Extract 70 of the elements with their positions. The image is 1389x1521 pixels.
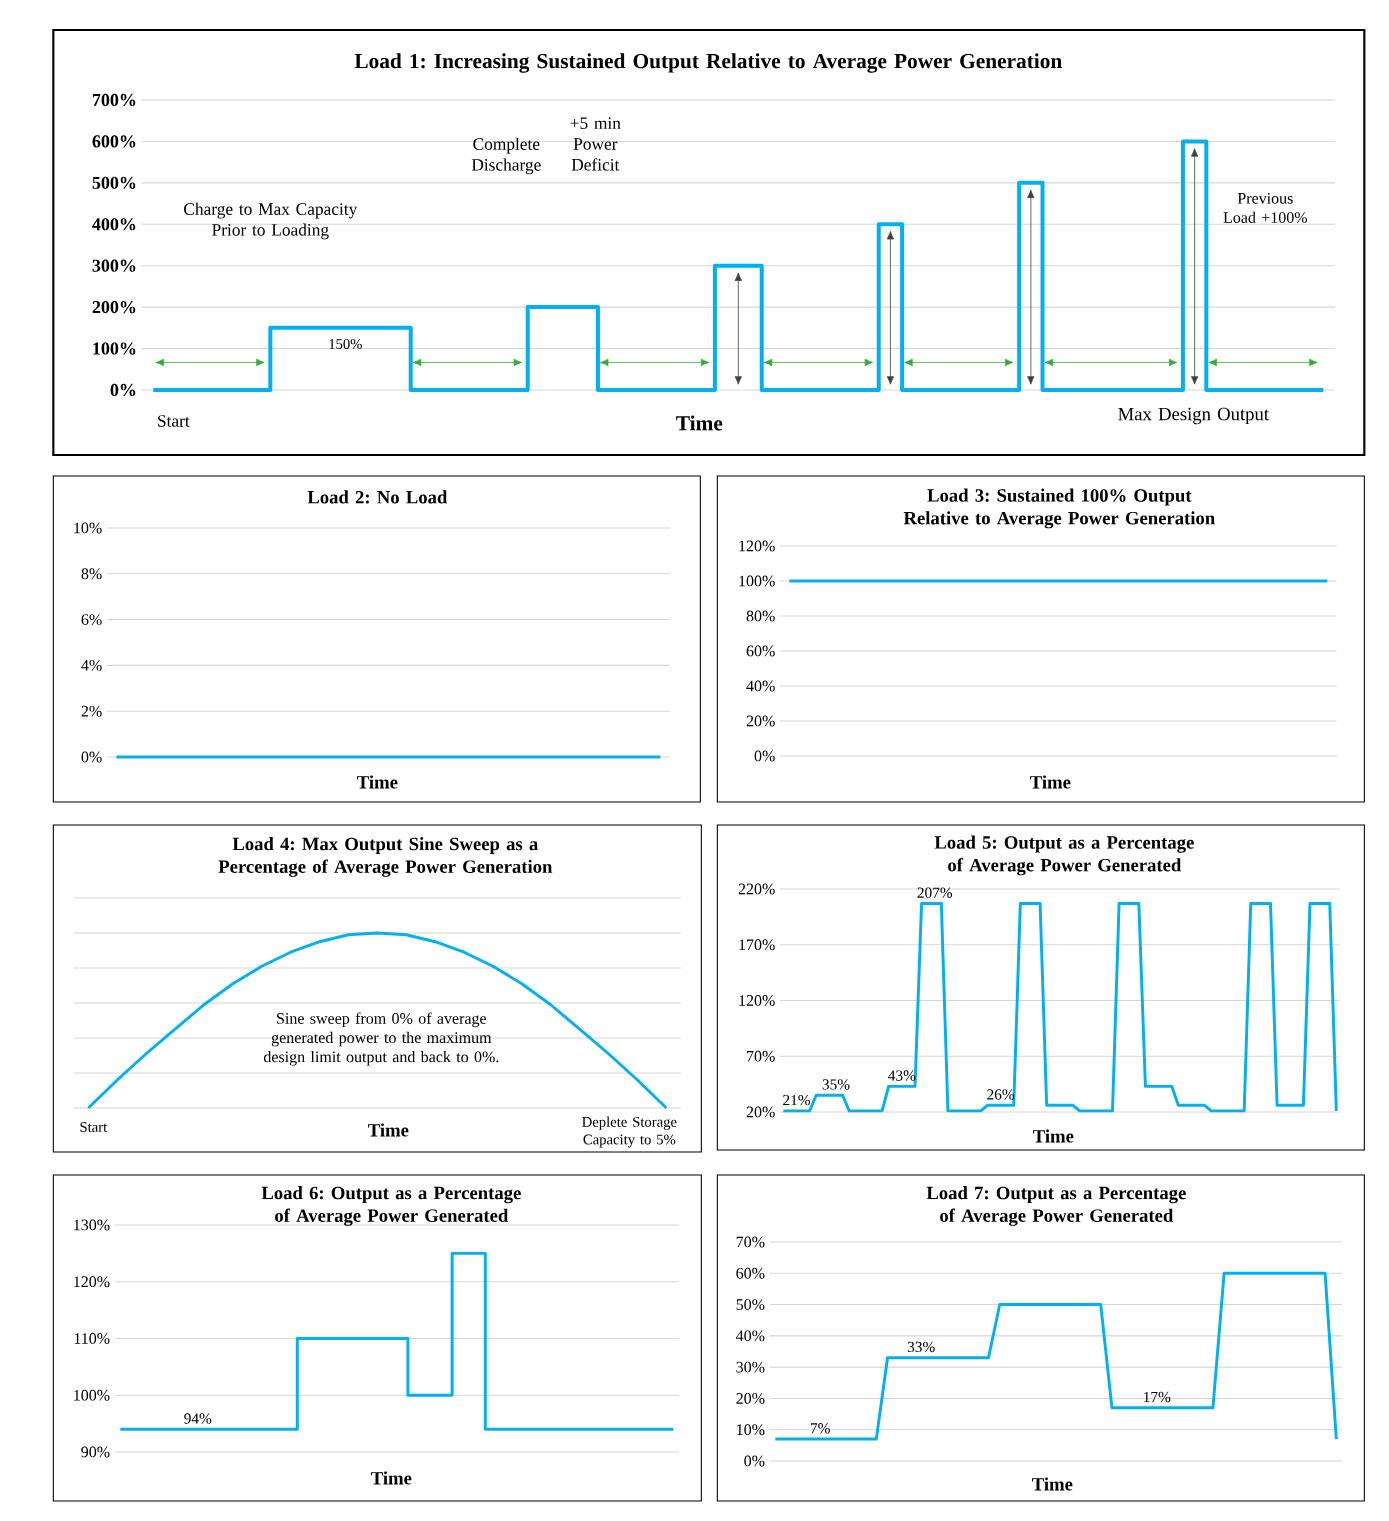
chart-title: Load 4: Max Output Sine Sweep as a Percentage of Average Power Generation: [218, 837, 552, 877]
y-tick-label: 120%: [74, 1276, 110, 1288]
y-tick-label: 6%: [81, 614, 102, 626]
y-tick-label: 0%: [81, 751, 102, 763]
chart-title: Load 5: Output as a Percentage of Average Power Generated: [934, 835, 1194, 876]
text: Start: [157, 415, 190, 427]
text: Max Design Output: [1118, 407, 1269, 425]
y-tick-label: 600%: [92, 135, 136, 148]
y-tick-label: 50%: [736, 1299, 765, 1310]
y-tick-label: 100%: [74, 1389, 110, 1401]
chart-title: Load 6: Output as a Percentage of Average Power Generated: [261, 1186, 521, 1226]
chart-title: Load 3: Sustained 100% Output Relative to Average Power Generation: [903, 488, 1215, 529]
y-tick-label: 120%: [739, 540, 775, 552]
x-axis-title: Time: [370, 1471, 412, 1485]
annotation: 150%: [329, 339, 362, 349]
y-tick-label: 20%: [736, 1392, 765, 1404]
y-tick-label: 90%: [81, 1446, 110, 1458]
y-tick-label: 70%: [746, 1050, 775, 1062]
data-label: 207%: [917, 887, 952, 898]
text: Deplete Storage Capacity to 5%: [581, 1116, 677, 1148]
y-tick-label: 20%: [746, 1106, 775, 1118]
y-tick-label: 60%: [736, 1267, 765, 1279]
y-tick-label: 300%: [92, 259, 136, 272]
y-tick-label: 170%: [739, 939, 775, 951]
x-axis-title: Time: [1029, 775, 1071, 789]
y-tick-label: 0%: [754, 750, 775, 762]
x-axis-title: Time: [1032, 1129, 1074, 1143]
y-tick-label: 400%: [92, 218, 136, 231]
y-tick-label: 80%: [746, 610, 775, 622]
y-tick-label: 500%: [92, 176, 136, 189]
y-tick-label: 8%: [81, 568, 102, 580]
data-label: 21%: [782, 1094, 810, 1106]
annotation: Charge to Max Capacity Prior to Loading: [183, 202, 358, 240]
x-axis-title: Time: [356, 775, 398, 789]
data-label: 33%: [907, 1341, 935, 1353]
y-tick-label: 40%: [735, 1330, 765, 1342]
x-axis-title: Time: [1031, 1477, 1073, 1491]
annotation: Previous Load +100%: [1223, 192, 1307, 223]
annotation: Complete Discharge: [471, 137, 541, 175]
y-tick-label: 100%: [93, 342, 136, 355]
chart-title: Load 2: No Load: [307, 490, 447, 504]
y-tick-label: 70%: [736, 1236, 765, 1248]
y-tick-label: 220%: [738, 883, 775, 895]
chart-title: Load 7: Output as a Percentage of Average Power Generated: [926, 1186, 1186, 1226]
y-tick-label: 200%: [92, 301, 136, 314]
y-tick-label: 2%: [81, 705, 102, 717]
data-label: 35%: [822, 1079, 850, 1090]
y-tick-label: 700%: [92, 93, 136, 107]
annotation: Sine sweep from 0% of average generated power to the maximum design limit output and back to 0%.: [263, 1012, 499, 1066]
y-tick-label: 0%: [110, 383, 136, 397]
y-tick-label: 120%: [739, 995, 775, 1006]
y-tick-label: 4%: [81, 659, 102, 671]
y-tick-label: 110%: [74, 1333, 110, 1344]
text: Start: [80, 1122, 107, 1132]
y-tick-label: 20%: [746, 715, 775, 727]
y-tick-label: 10%: [736, 1424, 765, 1436]
data-label: 17%: [1143, 1391, 1171, 1403]
y-tick-label: 10%: [74, 522, 102, 534]
y-tick-label: 100%: [739, 575, 775, 587]
y-tick-label: 0%: [744, 1455, 765, 1467]
y-tick-label: 40%: [746, 680, 775, 692]
x-axis-title: Time: [367, 1123, 409, 1137]
y-tick-label: 30%: [736, 1361, 765, 1373]
chart-title: Load 1: Increasing Sustained Output Relative to Average Power Generation: [354, 53, 1062, 73]
data-label: 7%: [810, 1423, 830, 1434]
y-tick-label: 60%: [746, 645, 775, 657]
annotation: +5 min Power Deficit: [570, 117, 621, 171]
data-label: 94%: [184, 1413, 212, 1424]
x-axis-title: Time: [676, 415, 723, 431]
y-tick-label: 130%: [74, 1219, 110, 1231]
